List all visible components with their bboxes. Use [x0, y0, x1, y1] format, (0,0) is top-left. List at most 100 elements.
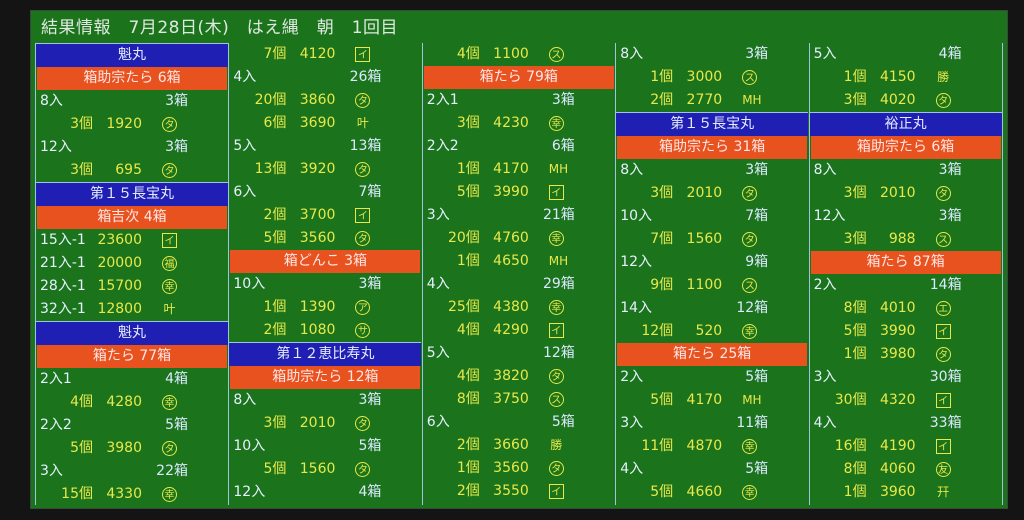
lot-quantity: 3個 [70, 162, 93, 178]
buyer-mark-icon: イ [355, 208, 371, 223]
size-row: 3入 22箱 [36, 460, 228, 483]
buyer-mark-icon: タ [548, 369, 564, 384]
lot-quantity: 2個 [456, 437, 480, 453]
buyer-mark-icon: MH [548, 254, 569, 268]
size-label: 12入 [813, 208, 846, 224]
box-count: 7箱 [745, 208, 769, 224]
size-row: 5入 4箱 [810, 43, 1002, 66]
buyer-mark-icon: 幸 [162, 395, 177, 410]
size-label: 8入 [233, 392, 257, 408]
lot-price: 4380 [493, 299, 529, 315]
lot-price: 4650 [493, 253, 529, 269]
lot-price: 3990 [879, 323, 916, 339]
lot-quantity: 12個 [641, 323, 674, 339]
box-count: 11箱 [736, 415, 769, 431]
lot-quantity: 9個 [650, 277, 674, 293]
buyer-mark-icon: MH [742, 93, 762, 107]
vessel-header: 第１５長宝丸 [616, 112, 809, 136]
box-count: 29箱 [542, 276, 575, 292]
lot-row: 6個 3690 叶 [229, 112, 421, 135]
lot-quantity: 4個 [70, 394, 93, 410]
size-label: 3入 [426, 207, 450, 223]
box-count: 3箱 [938, 162, 962, 178]
lot-row: 9個 1100 ス [616, 274, 808, 297]
box-count: 5箱 [745, 369, 769, 385]
lot-row: 3個 2010 タ [229, 412, 421, 435]
lot-price: 2010 [299, 415, 336, 431]
lot-row: 3個 4230 幸 [423, 112, 615, 135]
buyer-mark-icon: 勝 [550, 438, 563, 452]
lot-quantity: 1個 [456, 253, 480, 269]
size-row: 10入 5箱 [229, 435, 421, 458]
lot-row: 3個 2010 タ [810, 182, 1002, 205]
size-row: 3入 11箱 [616, 412, 808, 435]
box-count: 3箱 [165, 139, 188, 155]
box-count: 4箱 [165, 371, 188, 387]
lot-row: 20個 4760 幸 [423, 227, 615, 250]
size-label: 10入 [620, 208, 653, 224]
lot-quantity: 2個 [263, 207, 287, 223]
size-row: 5入 13箱 [229, 135, 421, 158]
buyer-mark-icon: タ [935, 347, 951, 362]
buyer-mark-icon: 幸 [548, 231, 564, 246]
lot-price: 1390 [299, 299, 336, 315]
size-label: 8入 [40, 93, 63, 109]
size-label: 6入 [426, 414, 450, 430]
size-row: 2入2 5箱 [36, 414, 228, 437]
lot-quantity: 1個 [263, 299, 287, 315]
lot-quantity: 20個 [254, 92, 287, 108]
board-title: 結果情報 7月28日(木) はえ縄 朝 1回目 [41, 18, 399, 38]
lot-quantity: 4個 [456, 322, 480, 338]
size-row: 10入 3箱 [229, 273, 421, 296]
lot-row: 2個 3700 イ [229, 204, 421, 227]
buyer-mark-icon: タ [162, 117, 177, 132]
size-label: 2入 [620, 369, 644, 385]
lot-row: 1個 4150 勝 [810, 66, 1002, 89]
size-row: 12入 4箱 [229, 481, 421, 504]
size-label: 5入 [233, 138, 257, 154]
size-label: 2入1 [426, 92, 459, 108]
lot-price: 520 [695, 323, 723, 339]
lot-row: 5個 4660 幸 [616, 481, 808, 504]
buyer-mark-icon: 幵 [937, 485, 950, 499]
lot-row: 15入-1 23600 イ [36, 229, 228, 252]
lot-quantity: 5個 [70, 440, 93, 456]
buyer-mark-icon: 幸 [742, 439, 758, 454]
box-count: 4箱 [938, 46, 962, 62]
fish-category-header: 箱助宗たら 12箱 [230, 366, 421, 389]
lot-price: 3980 [106, 440, 142, 456]
size-row: 8入 3箱 [616, 43, 808, 66]
lot-price: 2010 [686, 185, 723, 201]
lot-price: 1100 [493, 46, 529, 62]
box-count: 3箱 [745, 162, 769, 178]
lot-quantity: 3個 [843, 92, 867, 108]
size-row: 4入 33箱 [810, 412, 1002, 435]
vessel-header: 第１５長宝丸 [36, 182, 228, 206]
lot-quantity: 4個 [456, 46, 480, 62]
box-count: 3箱 [551, 92, 575, 108]
size-row: 10入 7箱 [616, 205, 808, 228]
lot-price: 988 [888, 231, 916, 247]
box-count: 12箱 [736, 300, 769, 316]
lot-label: 15入-1 [40, 232, 86, 248]
lot-quantity: 5個 [650, 392, 674, 408]
size-row: 12入 9箱 [616, 251, 808, 274]
size-row: 4入 29箱 [423, 273, 615, 296]
size-label: 4入 [233, 69, 257, 85]
lot-row: 2個 2770 MH [616, 89, 808, 112]
lot-price: 3560 [299, 230, 336, 246]
lot-quantity: 1個 [843, 346, 867, 362]
lot-price: 4010 [879, 300, 916, 316]
size-label: 3入 [40, 463, 63, 479]
lot-price: 3990 [493, 184, 529, 200]
box-count: 5箱 [165, 417, 188, 433]
buyer-mark-icon: 幸 [548, 116, 564, 131]
lot-row: 1個 4650 MH [423, 250, 615, 273]
lot-price: 4230 [493, 115, 529, 131]
lot-price: 3000 [686, 69, 723, 85]
result-column: 7個 4120 イ 4入 26箱 20個 3860 タ 6個 3690 叶 5入 13箱 13個 3920 タ… [228, 43, 422, 505]
lot-quantity: 6個 [263, 115, 287, 131]
lot-quantity: 20個 [447, 230, 480, 246]
buyer-mark-icon: イ [935, 439, 951, 454]
vessel-header: 魁丸 [36, 321, 228, 345]
